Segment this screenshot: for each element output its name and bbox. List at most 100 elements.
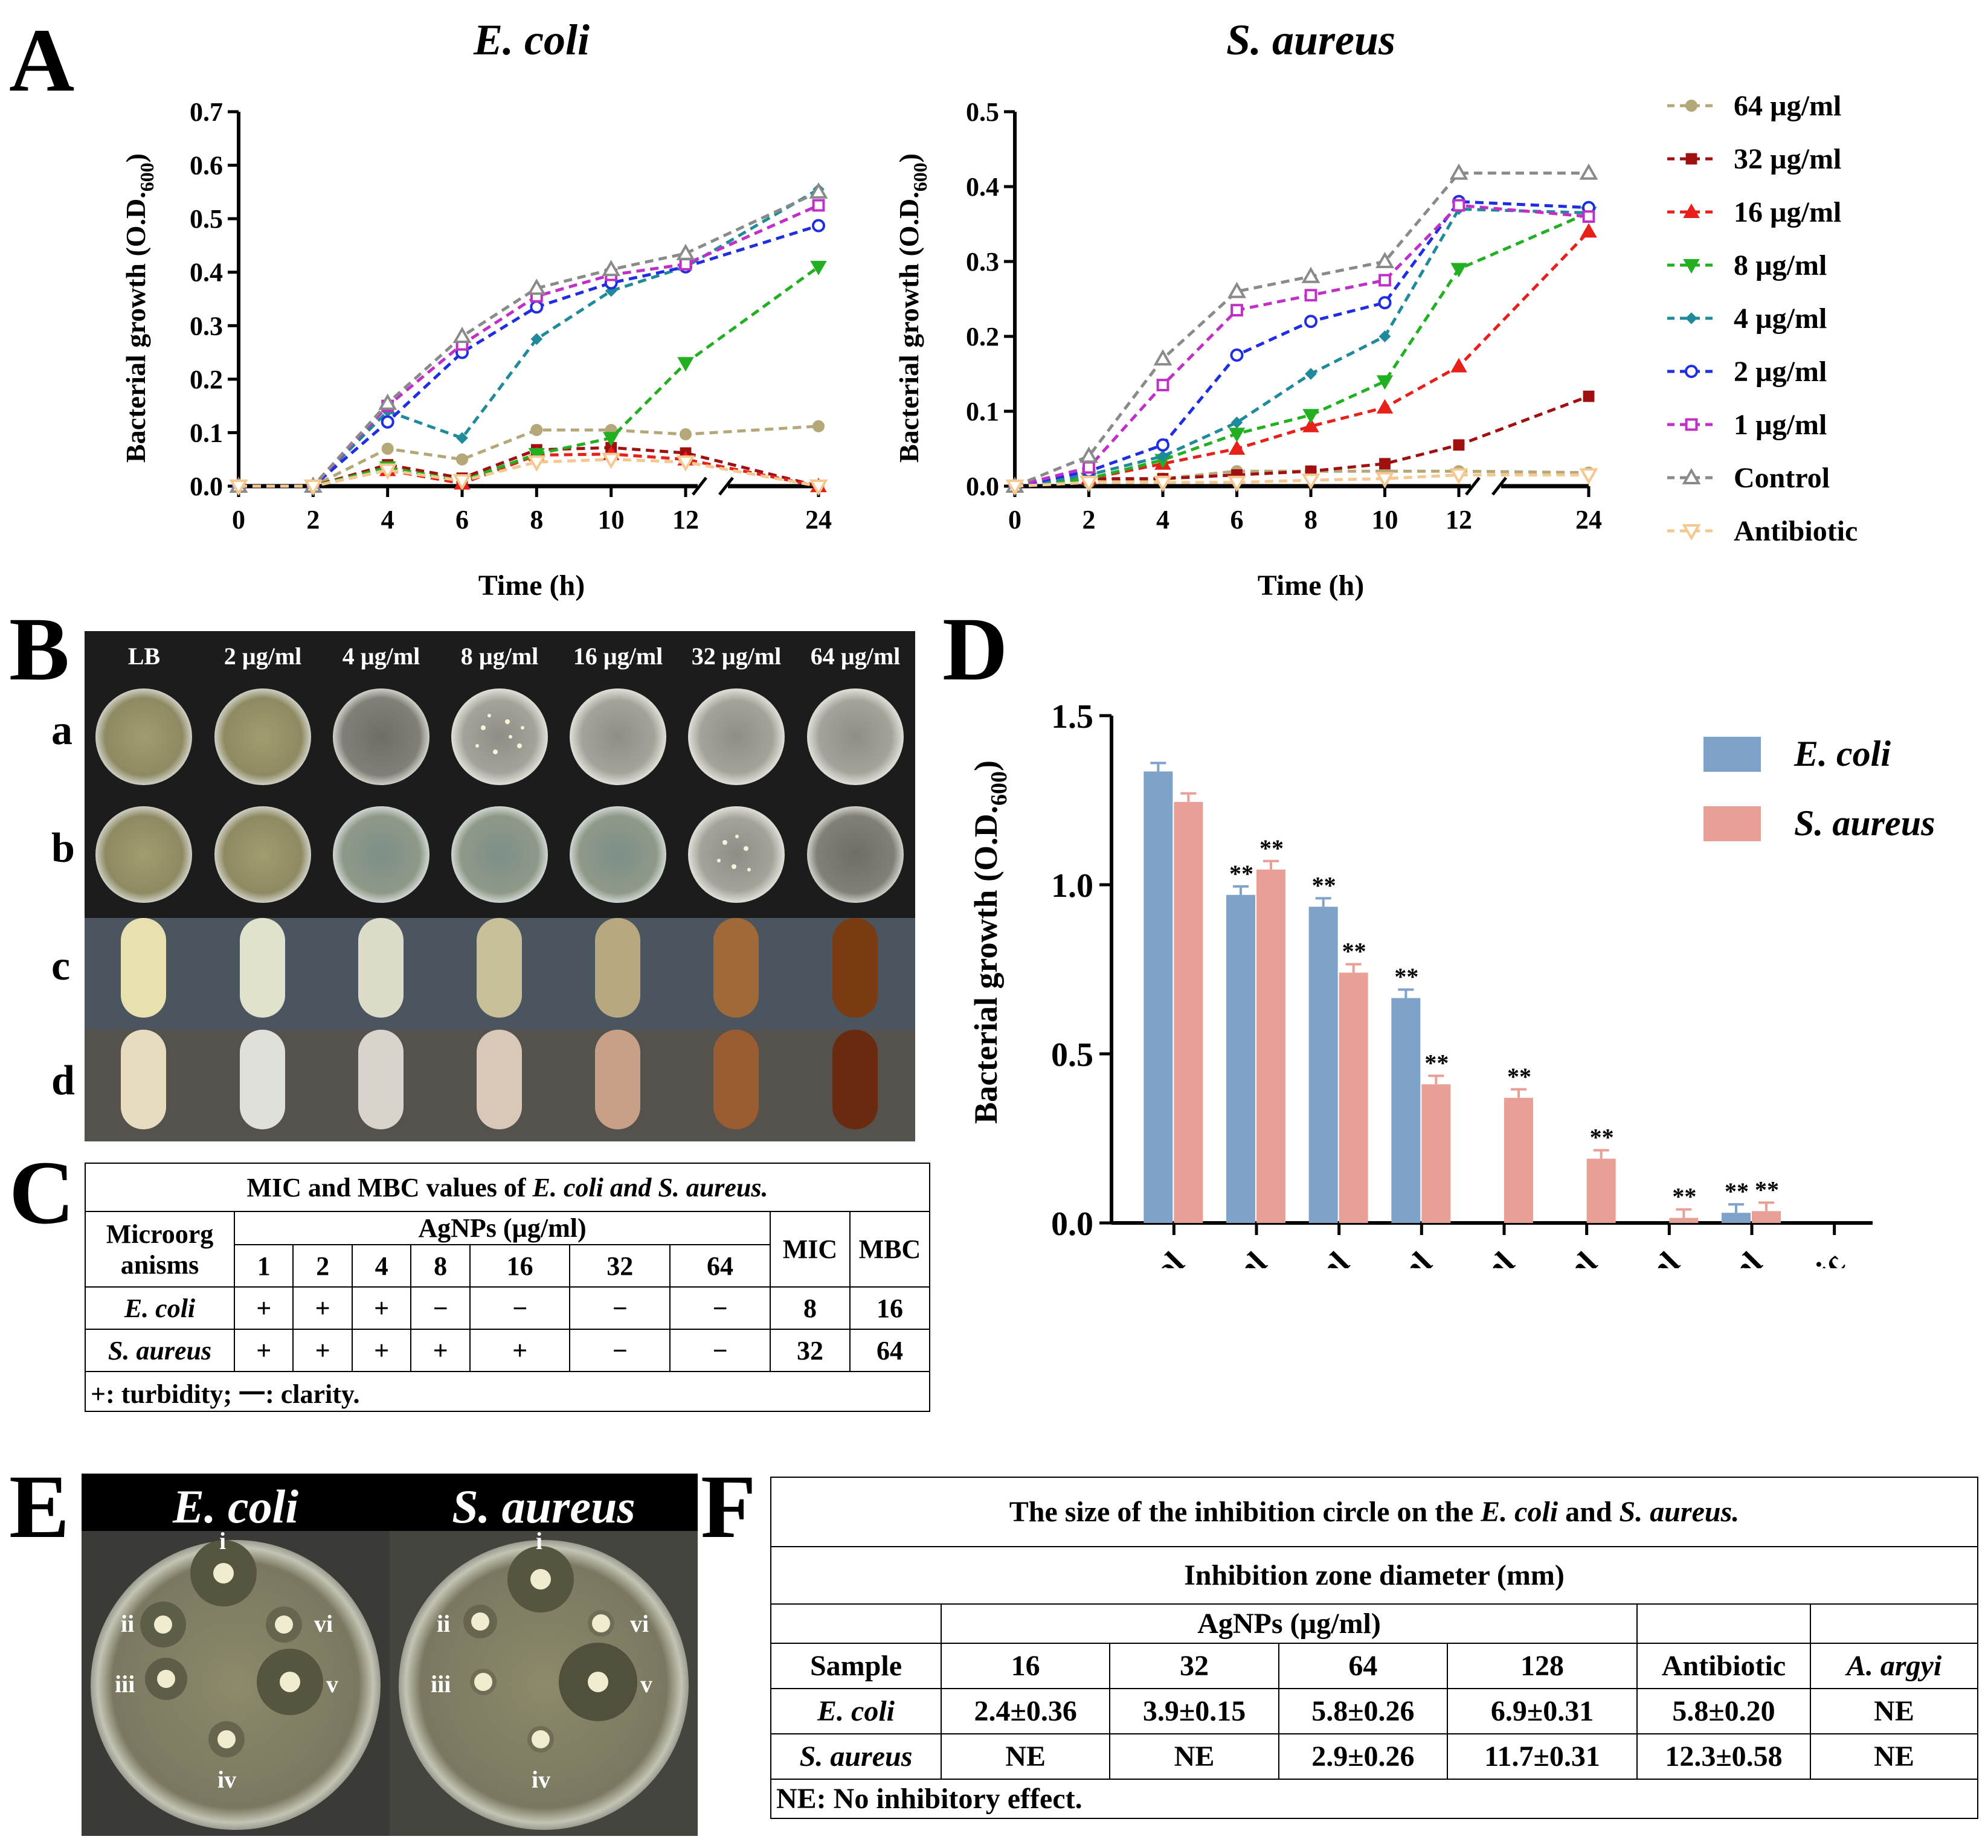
data-point: [1683, 259, 1700, 274]
panel-a-title-saureus: S. aureus: [1226, 16, 1395, 64]
data-point: [530, 424, 543, 436]
series-line: [1014, 200, 1589, 488]
legend-label-saureus: S. aureus: [1794, 803, 1935, 843]
inhibition-cell: 12.3±0.58: [1636, 1733, 1811, 1780]
data-point: [530, 300, 544, 314]
series-line: [1014, 394, 1589, 488]
data-point: [1230, 416, 1243, 429]
data-point: [676, 455, 695, 472]
series-line: [239, 425, 819, 488]
inhibition-empty-cell: [770, 1603, 942, 1643]
inhibition-header-antibiotic: Antibiotic: [1636, 1643, 1811, 1689]
inhibition-cell: NE: [940, 1733, 1111, 1780]
data-point: [1579, 163, 1598, 180]
panel-d-bar-chart: Bacterial growth (O.D.600) 0.0 0.5 1.0 1.5 C…: [968, 698, 1935, 1268]
panel-a-figure: E. coli S. aureus 0.0 0.1 0.2 0.3 0.4 0.5 0.6 0…: [120, 16, 1858, 602]
data-point: [1376, 399, 1394, 414]
svg-text:i: i: [219, 1527, 226, 1554]
y-tick-label: 1.5: [1051, 698, 1093, 736]
data-point: [676, 243, 695, 260]
svg-text:v: v: [640, 1670, 652, 1698]
mic-row-ecoli: E. coli + + + − − − − 8 16: [85, 1286, 930, 1330]
series-line: [239, 458, 819, 488]
mic-cell: −: [669, 1286, 771, 1330]
mic-cell: +: [292, 1286, 353, 1330]
data-point: [1685, 312, 1697, 324]
series-Control: [1005, 163, 1598, 493]
significance-label: **: [1342, 938, 1366, 965]
data-point: [1304, 315, 1317, 329]
data-point: [602, 452, 621, 469]
legend-label-ecoli: E. coli: [1793, 734, 1891, 774]
inhibition-cell: NE: [1810, 1733, 1978, 1780]
y-tick-label: 0.3: [190, 311, 223, 341]
inhibition-cell: NE: [1109, 1733, 1279, 1780]
mic-conc: 32: [569, 1244, 671, 1288]
col-label-2: 2 µg/ml: [224, 643, 302, 670]
col-label-8: 8 µg/ml: [460, 643, 539, 670]
data-point: [381, 415, 394, 429]
svg-text:iv: iv: [217, 1766, 236, 1793]
inhibition-conc: 128: [1447, 1643, 1638, 1689]
svg-text:v: v: [326, 1670, 338, 1698]
mic-cell: +: [233, 1286, 294, 1330]
mic-row-saureus: S. aureus + + + + + − − 32 64: [85, 1329, 930, 1372]
mic-header-mbc: MBC: [849, 1211, 930, 1288]
legend-label: Control: [1734, 462, 1830, 494]
svg-text:ii: ii: [121, 1610, 134, 1637]
data-point: [1685, 153, 1697, 165]
y-tick-label: 0.5: [966, 97, 999, 127]
series-line: [239, 190, 820, 488]
x-tick-label: 10: [598, 505, 625, 534]
data-point: [378, 463, 397, 480]
legend-label: 16 µg/ml: [1734, 196, 1841, 228]
d-y-axis-label: Bacterial growth (O.D.600): [968, 760, 1012, 1124]
inhibition-row-name: S. aureus: [770, 1733, 942, 1780]
legend-label: 1 µg/ml: [1734, 409, 1827, 441]
data-point: [677, 357, 694, 372]
significance-label: **: [1725, 1178, 1749, 1205]
mic-value: 8: [770, 1286, 851, 1330]
data-point: [1230, 304, 1243, 317]
significance-label: **: [1312, 871, 1336, 899]
x-tick-label: 2: [1082, 505, 1096, 534]
x-tick-label: 10: [1372, 505, 1398, 534]
svg-text:iv: iv: [532, 1766, 550, 1793]
data-point: [1228, 440, 1246, 455]
row-c-tubes: [121, 918, 878, 1018]
bar: [1752, 1211, 1781, 1223]
panel-a-title-ecoli: E. coli: [473, 16, 590, 64]
legend-swatch-ecoli: [1703, 737, 1761, 772]
panel-letter-d: D: [942, 599, 1008, 699]
data-point: [530, 333, 543, 345]
col-label-64: 64 µg/ml: [810, 643, 901, 670]
inhibition-footnote: NE: No inhibitory effect.: [770, 1779, 1978, 1819]
x-tick-label: 24: [805, 505, 832, 534]
bar: [1144, 771, 1173, 1223]
data-point: [1005, 480, 1025, 496]
data-point: [1685, 418, 1698, 431]
data-point: [1685, 100, 1697, 112]
data-point: [1227, 281, 1246, 298]
data-point: [1379, 458, 1391, 470]
x-tick-label: 4: [1156, 505, 1169, 534]
x-tick-label: 0: [232, 505, 245, 534]
inhibition-cell: 5.8±0.26: [1278, 1688, 1449, 1734]
series-Antibiotic: [229, 452, 828, 496]
ecoli-x-axis-label: Time (h): [478, 569, 585, 602]
x-tick-label: Control: [1089, 1245, 1191, 1268]
data-point: [229, 480, 248, 496]
data-point: [1378, 274, 1391, 287]
x-tick-label: 8: [530, 505, 543, 534]
mic-cell: −: [469, 1286, 571, 1330]
data-point: [1156, 438, 1169, 452]
x-tick-label: 2 µg/ml: [1256, 1245, 1356, 1268]
series-line: [239, 224, 819, 488]
mic-table-title: MIC and MBC values of E. coli and S. aur…: [85, 1163, 930, 1212]
svg-text:vi: vi: [630, 1610, 649, 1637]
legend-item: Antibiotic: [1667, 515, 1858, 547]
legend-label: Antibiotic: [1734, 515, 1858, 547]
legend-item: Control: [1667, 462, 1830, 494]
bar: [1669, 1218, 1699, 1223]
mic-mbc-table: MIC and MBC values of E. coli and S. aur…: [85, 1163, 930, 1412]
